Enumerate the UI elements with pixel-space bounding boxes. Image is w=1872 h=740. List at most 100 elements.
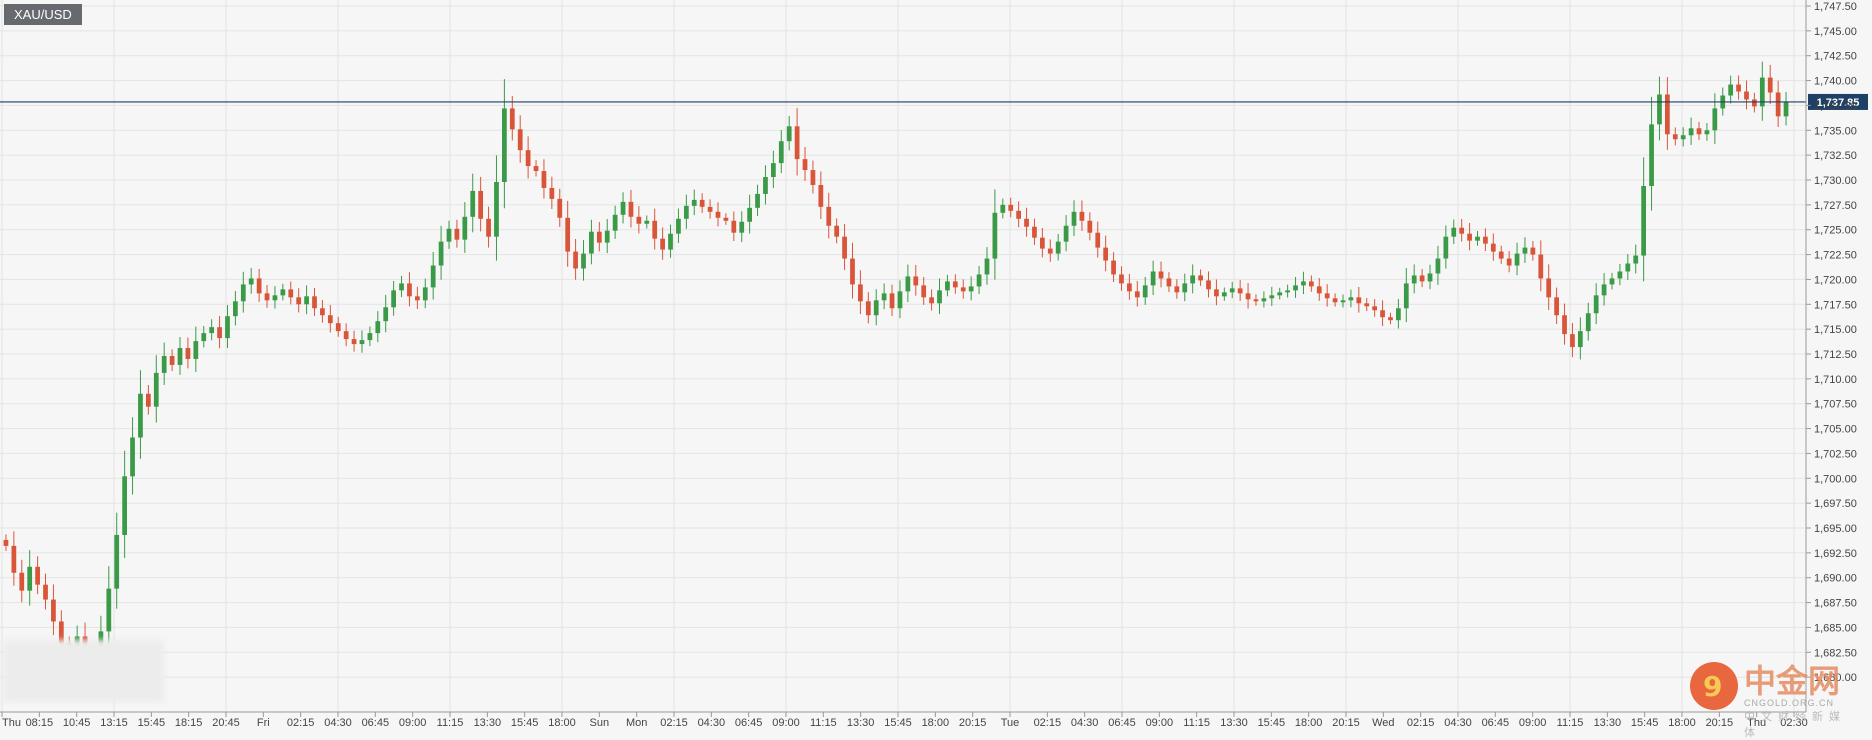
candle: [865, 292, 871, 324]
candle-body: [225, 316, 230, 339]
candle-body: [1759, 77, 1765, 107]
candle-body: [889, 293, 895, 309]
x-tick-label: 15:45: [1631, 717, 1659, 729]
current-price-line: 1,737.85: [0, 93, 1868, 110]
candle-body: [486, 218, 491, 237]
candle: [1704, 123, 1710, 141]
candle: [1435, 245, 1441, 285]
candle-body: [1514, 253, 1520, 266]
candle-body: [1419, 275, 1425, 282]
x-tick-label: 11:15: [1557, 717, 1584, 729]
candle-body: [19, 572, 25, 591]
candle-body: [1127, 283, 1132, 292]
candle: [533, 160, 539, 177]
candle-body: [130, 437, 135, 477]
candle: [1752, 92, 1757, 113]
candle: [1641, 157, 1647, 282]
candle: [454, 219, 460, 248]
candle: [1340, 294, 1346, 308]
candle: [1759, 61, 1765, 121]
candle: [1301, 271, 1306, 295]
y-tick-label: 1,697.50: [1814, 498, 1857, 510]
candle-body: [581, 253, 586, 269]
symbol-badge[interactable]: XAU/USD: [4, 4, 82, 25]
grid: [0, 0, 1805, 712]
candle: [3, 534, 9, 551]
candle: [486, 206, 491, 248]
candle-body: [1142, 285, 1148, 298]
candle: [1372, 299, 1378, 317]
candle-body: [1783, 101, 1789, 117]
candle-body: [1087, 220, 1093, 233]
candle: [248, 268, 254, 294]
candle-body: [612, 214, 618, 231]
candle-body: [414, 296, 420, 301]
candle: [1403, 268, 1409, 323]
x-tick-label: 13:30: [1220, 717, 1248, 729]
candle: [992, 189, 998, 280]
candle-body: [27, 566, 33, 591]
candle: [1664, 77, 1670, 150]
candle-body: [628, 201, 634, 217]
candle: [818, 171, 824, 220]
candle-body: [1190, 275, 1196, 284]
candle: [952, 274, 958, 294]
candle-body: [541, 171, 547, 188]
candle-body: [1277, 292, 1283, 296]
x-tick-label: 04:30: [1444, 717, 1472, 729]
candle: [1087, 212, 1093, 241]
x-tick-label: 09:00: [1146, 717, 1174, 729]
candle: [881, 283, 887, 310]
candle: [1609, 272, 1615, 290]
candle-body: [1617, 271, 1623, 279]
candle-body: [1427, 273, 1433, 282]
candle-body: [1459, 227, 1465, 234]
candle: [225, 305, 230, 349]
candle-body: [1767, 77, 1773, 93]
candle: [1127, 273, 1132, 300]
candle-body: [177, 348, 183, 365]
candle: [850, 242, 855, 299]
candle: [723, 213, 729, 225]
candle-body: [383, 307, 389, 322]
candle-body: [525, 150, 531, 167]
x-tick-label: 02:15: [287, 717, 315, 729]
candle-body: [1546, 278, 1552, 298]
candle: [1047, 239, 1053, 262]
candle: [794, 108, 800, 176]
candle-body: [161, 355, 167, 373]
candle: [1032, 218, 1037, 245]
x-tick-label: 04:30: [324, 717, 352, 729]
candle: [1229, 281, 1235, 299]
candle-body: [1490, 243, 1496, 252]
candle: [478, 176, 484, 232]
candle-body: [1308, 281, 1314, 287]
candle-body: [233, 301, 238, 317]
candle: [1498, 245, 1504, 264]
candle: [1142, 276, 1148, 305]
candle: [1546, 264, 1552, 310]
candle-body: [865, 301, 871, 316]
candle-body: [1530, 247, 1536, 255]
candle: [1388, 312, 1393, 325]
y-tick-label: 1,717.50: [1814, 299, 1857, 311]
candle-body: [834, 225, 840, 237]
watermark-logo-glyph: 9: [1703, 670, 1723, 703]
y-tick-label: 1,720.00: [1814, 274, 1857, 286]
candle-body: [1451, 227, 1457, 237]
x-tick-label: 20:45: [212, 717, 240, 729]
candle: [1079, 200, 1085, 232]
candle-body: [1752, 99, 1757, 107]
candle-body: [1577, 331, 1583, 348]
candle: [185, 337, 191, 369]
watermark-subtitle: CNGOLD.ORG.CN: [1744, 698, 1835, 708]
candle-body: [731, 220, 737, 233]
candle-body: [1301, 281, 1306, 286]
candle-body: [217, 327, 222, 339]
candle: [968, 276, 974, 301]
candle: [1119, 266, 1124, 291]
candle-body: [644, 220, 650, 224]
candle: [683, 194, 689, 229]
candle-body: [1380, 310, 1385, 318]
